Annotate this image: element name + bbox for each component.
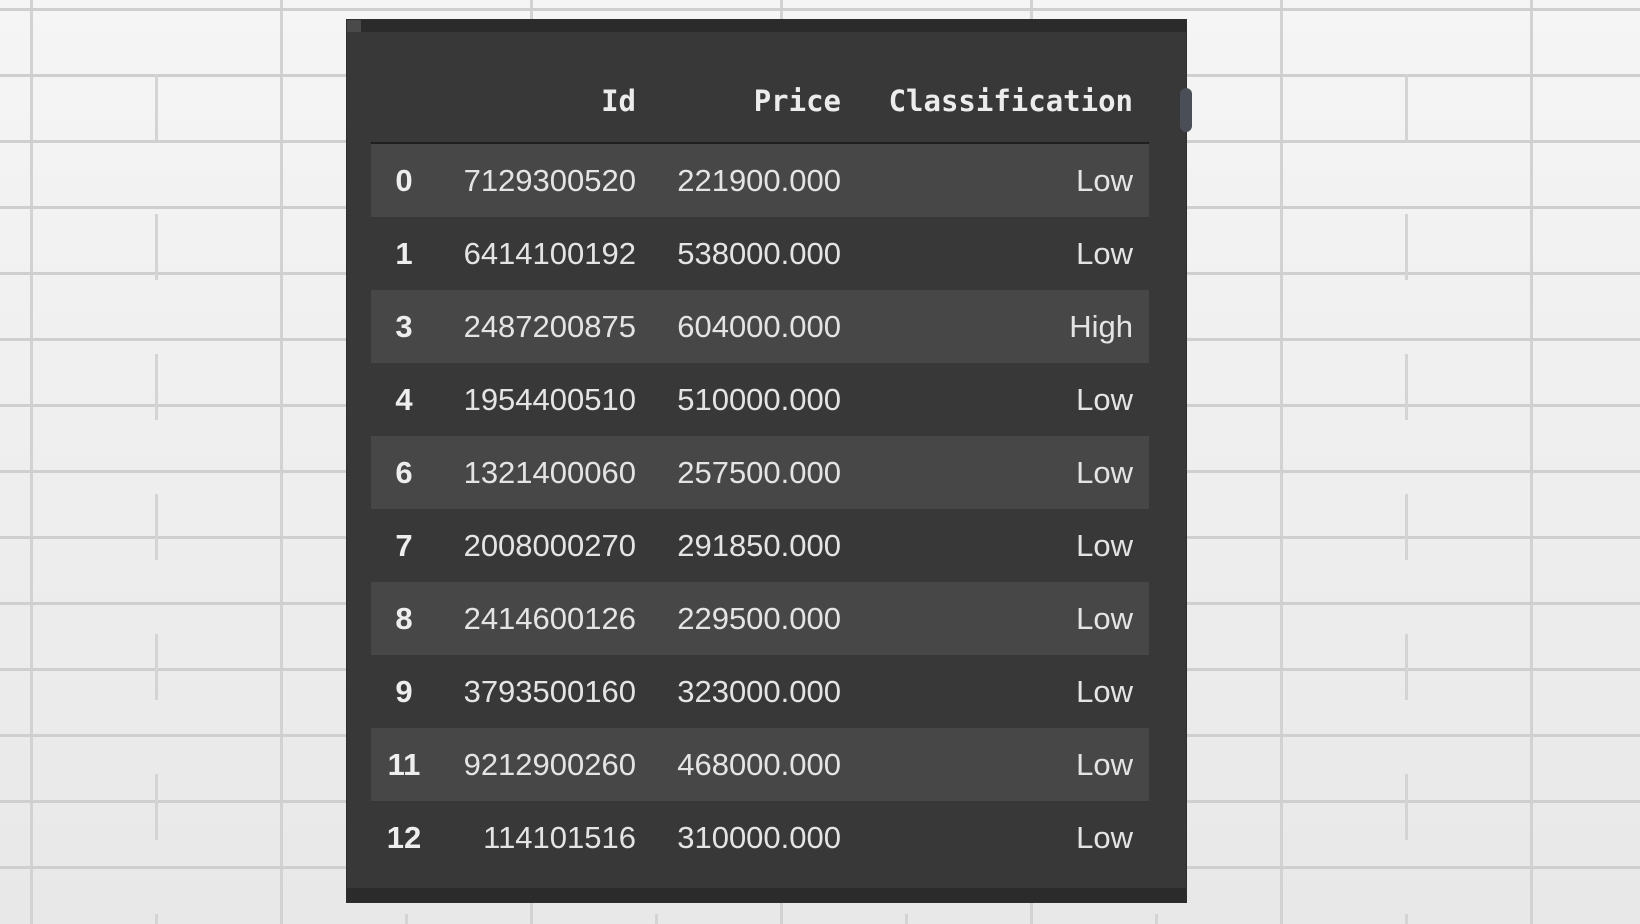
cell-classification: Low [1076, 381, 1133, 417]
cell-id: 1321400060 [437, 436, 652, 509]
cell-classification: Low [1076, 819, 1133, 855]
cell-price: 291850.000 [677, 527, 841, 563]
column-header-id: Id [437, 60, 652, 144]
row-index: 8 [371, 582, 437, 655]
table-row: 3 2487200875 604000.000 High [371, 290, 1149, 363]
cell-price: 310000.000 [677, 819, 841, 855]
cell-classification: Low [857, 728, 1149, 801]
table-row: 6 1321400060 257500.000 Low [371, 436, 1149, 509]
cell-price: 510000.000 [677, 381, 841, 417]
row-index: 7 [395, 527, 413, 563]
cell-price: 257500.000 [652, 436, 857, 509]
cell-id: 6414100192 [463, 235, 636, 271]
cell-id: 3793500160 [463, 673, 636, 709]
table-row: 11 9212900260 468000.000 Low [371, 728, 1149, 801]
column-header-price: Price [652, 60, 857, 144]
row-index: 9 [395, 673, 413, 709]
cell-id: 2487200875 [437, 290, 652, 363]
row-index: 11 [371, 728, 437, 801]
cell-price: 229500.000 [652, 582, 857, 655]
scrollbar-thumb[interactable] [1180, 88, 1192, 132]
cell-price: 221900.000 [652, 143, 857, 217]
table-row: 0 7129300520 221900.000 Low [371, 143, 1149, 217]
row-index: 3 [371, 290, 437, 363]
cell-classification: Low [857, 436, 1149, 509]
row-index: 0 [371, 143, 437, 217]
table-row: 4 1954400510 510000.000 Low [371, 363, 1149, 436]
dataframe-output-panel: Id Price Classification 0 7129300520 221… [347, 20, 1192, 902]
cell-id: 9212900260 [437, 728, 652, 801]
cell-classification: Low [1076, 673, 1133, 709]
row-index: 4 [395, 381, 413, 417]
cell-id: 2414600126 [437, 582, 652, 655]
column-header-classification: Classification [857, 60, 1149, 144]
cell-classification: Low [1076, 235, 1133, 271]
cell-price: 323000.000 [677, 673, 841, 709]
cell-classification: High [857, 290, 1149, 363]
table-row: 9 3793500160 323000.000 Low [371, 655, 1149, 728]
cell-id: 114101516 [483, 819, 636, 855]
cell-price: 604000.000 [652, 290, 857, 363]
cell-classification: Low [857, 143, 1149, 217]
table-row: 1 6414100192 538000.000 Low [371, 217, 1149, 290]
cell-id: 7129300520 [437, 143, 652, 217]
row-index: 6 [371, 436, 437, 509]
cell-id: 1954400510 [463, 381, 636, 417]
row-index: 1 [395, 235, 413, 271]
table-row: 7 2008000270 291850.000 Low [371, 509, 1149, 582]
cell-price: 538000.000 [677, 235, 841, 271]
table-header-row: Id Price Classification [371, 60, 1149, 144]
output-top-bar-marker [347, 20, 361, 32]
output-bottom-bar [347, 888, 1186, 902]
dataframe-table: Id Price Classification 0 7129300520 221… [371, 60, 1149, 874]
table-row: 8 2414600126 229500.000 Low [371, 582, 1149, 655]
index-header-cell [371, 60, 437, 144]
cell-classification: Low [1076, 527, 1133, 563]
cell-id: 2008000270 [463, 527, 636, 563]
cell-price: 468000.000 [652, 728, 857, 801]
cell-classification: Low [857, 582, 1149, 655]
row-index: 12 [386, 819, 422, 855]
output-top-bar [347, 20, 1186, 32]
table-row: 12 114101516 310000.000 Low [371, 801, 1149, 874]
